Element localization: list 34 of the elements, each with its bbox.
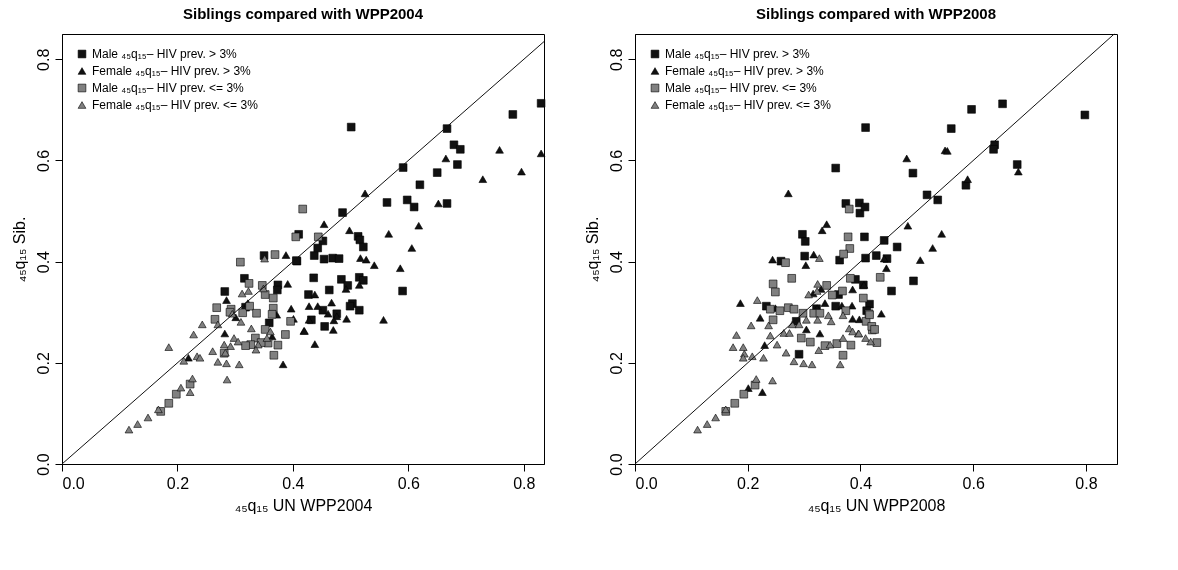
y-tick-label: 0.8 bbox=[607, 48, 625, 71]
legend-label: Female ₄₅q₁₅– HIV prev. <= 3% bbox=[665, 98, 832, 112]
x-tick-label: 0.0 bbox=[635, 474, 658, 492]
y-tick-label: 0.6 bbox=[34, 149, 52, 173]
x-tick-label: 0.4 bbox=[849, 474, 873, 492]
y-tick-label: 0.2 bbox=[607, 352, 625, 375]
legend-label: Female ₄₅q₁₅– HIV prev. > 3% bbox=[92, 64, 252, 78]
y-tick-label: 0.0 bbox=[607, 453, 625, 476]
legend-label: Male ₄₅q₁₅– HIV prev. <= 3% bbox=[92, 81, 245, 95]
x-axis-title: ₄₅q₁₅ UN WPP2008 bbox=[807, 496, 946, 514]
legend-label: Female ₄₅q₁₅– HIV prev. > 3% bbox=[665, 64, 825, 78]
y-axis-title: ₄₅q₁₅ Sib. bbox=[10, 216, 28, 283]
legend-label: Male ₄₅q₁₅– HIV prev. > 3% bbox=[92, 47, 238, 61]
x-tick-label: 0.8 bbox=[1075, 474, 1098, 492]
x-tick-label: 0.2 bbox=[166, 474, 190, 492]
legend-label: Female ₄₅q₁₅– HIV prev. <= 3% bbox=[92, 98, 259, 112]
chart-title: Siblings compared with WPP2004 bbox=[182, 5, 424, 22]
x-tick-label: 0.0 bbox=[62, 474, 85, 492]
chart-title: Siblings compared with WPP2008 bbox=[755, 4, 997, 22]
x-tick-label: 0.2 bbox=[737, 474, 760, 492]
x-tick-label: 0.4 bbox=[282, 474, 305, 492]
legend-label: Male ₄₅q₁₅– HIV prev. <= 3% bbox=[665, 81, 818, 95]
y-tick-label: 0.8 bbox=[34, 48, 52, 71]
y-tick-label: 0.4 bbox=[34, 250, 52, 274]
y-tick-label: 0.2 bbox=[34, 352, 52, 375]
y-tick-label: 0.4 bbox=[607, 250, 625, 274]
x-tick-label: 0.6 bbox=[397, 474, 421, 492]
y-tick-label: 0.0 bbox=[34, 453, 52, 476]
x-tick-label: 0.8 bbox=[513, 474, 536, 492]
legend-label: Male ₄₅q₁₅– HIV prev. > 3% bbox=[665, 47, 811, 61]
y-tick-label: 0.6 bbox=[607, 149, 625, 173]
x-tick-label: 0.6 bbox=[962, 474, 985, 492]
x-axis-title: ₄₅q₁₅ UN WPP2004 bbox=[234, 496, 373, 514]
y-axis-title: ₄₅q₁₅ Sib. bbox=[583, 216, 601, 283]
